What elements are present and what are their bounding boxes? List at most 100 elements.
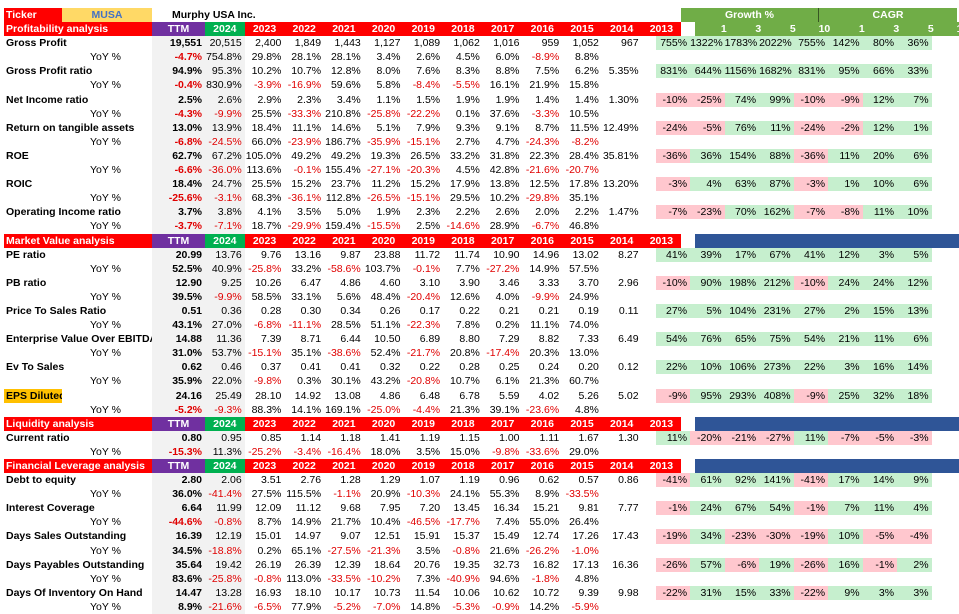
yoy-value: 65.1% [291,544,322,557]
yoy-value: -9.9% [205,289,245,304]
growth-value: -19% [655,529,691,544]
yoy-value: -9.8% [253,375,282,388]
yoy-label: YoY % [90,445,121,458]
cagr-value: 11% [828,148,863,164]
yoy-value: -41.4% [205,487,245,502]
yoy-value [602,50,642,64]
section-header: Financial Leverage analysis TTM 2024 2023 20… [4,459,959,474]
year-value: 4.86 [380,389,401,402]
year-value: 13.76 [205,247,245,262]
yoy-value: 68.3% [251,192,282,205]
yoy-value: 10.5% [569,107,599,120]
yoy-label: YoY % [90,403,121,416]
yoy-ttm-value: 31.0% [152,346,205,361]
year-value: 3.51 [260,474,282,487]
cagr-value: 9% [828,585,863,600]
year-value: 5.0% [336,206,361,219]
growth-value: 644% [690,64,725,79]
year-value: 11.72 [414,248,441,261]
yoy-value [602,374,642,388]
year-value: 3.8% [205,205,245,220]
year-header: 2013 [641,459,682,474]
cagr-value: 17% [828,473,863,488]
year-value: 33.2% [450,149,480,162]
cagr-value: 5% [897,247,932,262]
year-value: 32.73 [493,558,520,571]
cagr-value: 66% [862,64,898,79]
yoy-value: 77.9% [291,600,322,613]
metric-row: Days Payables Outstanding 35.64 19.42 26.19… [4,557,959,572]
growth-value: 11% [655,430,691,445]
yoy-value: 115.5% [286,488,322,501]
year-value: 17.8% [569,178,599,191]
yoy-value: 113.0% [286,572,322,585]
year-value: 7.77 [618,502,639,515]
yoy-value: -33.6% [525,445,560,458]
yoy-value: 0.1% [455,107,480,120]
yoy-value: -25.0% [367,403,401,416]
year-value: 3.10 [419,276,441,289]
cagr-value: -10% [793,275,829,290]
year-value: 49.2% [330,149,361,162]
yoy-value: -33.5% [327,572,361,585]
cagr-value: 20% [862,148,898,164]
yoy-value: 33.1% [291,290,322,303]
sheet-body: Profitability analysis TTM 2024 2023 2022 202… [4,22,959,614]
yoy-value: 4.8% [574,572,599,585]
yoy-ttm-value: -6.8% [152,134,205,149]
cagr-value: 831% [793,64,829,79]
year-value: 1.30 [618,431,639,444]
growth-value: 54% [759,501,794,516]
year-value: 11.5% [569,121,599,134]
yoy-label: YoY % [90,262,121,275]
yoy-value: -23.6% [525,403,560,416]
cagr-value: 10% [828,529,863,544]
metric-row: Net Income ratio 2.5% 2.6% 2.9% 2.3% 3.4% 1.1%… [4,92,959,107]
yoy-label: YoY % [90,375,121,388]
yoy-value: 66.0% [251,135,282,148]
growth-value: 1682% [759,64,794,79]
yoy-row: YoY % -44.6% -0.8% 8.7% 14.9% 21.7% 10.4% -46.5… [4,515,959,530]
year-value: 1.41 [380,431,401,444]
year-value: 31.8% [489,149,520,162]
year-header: 2023 [244,233,285,248]
cagr-value: 10% [897,205,932,220]
yoy-value: -23.9% [287,135,322,148]
yoy-label: YoY % [90,572,121,585]
year-value: 0.12 [618,361,639,374]
yoy-value: -46.5% [406,516,441,529]
yoy-ttm-value: -6.6% [152,163,205,178]
cagr-value: 54% [793,332,829,347]
yoy-value: 57.5% [569,262,599,275]
growth-header: Growth % [681,8,819,23]
yoy-value: 210.8% [325,107,361,120]
metric-label: ROIC [6,178,33,191]
yoy-value: 4.0% [495,290,520,303]
growth-value: 5% [690,303,725,319]
yoy-ttm-value: 36.0% [152,487,205,502]
ttm-header: TTM [152,416,205,431]
yoy-value: 94.6% [489,572,520,585]
yoy-value: 2.7% [455,135,480,148]
gap-cell [642,473,656,487]
year-value: 0.85 [260,431,282,444]
yoy-value: 169.1% [325,403,361,416]
year-value: 95.3% [205,64,245,79]
year-value: 22.3% [529,149,560,162]
year-value: 16.34 [493,502,520,515]
ttm-value: 13.0% [152,120,205,135]
section-title: Financial Leverage analysis [4,459,152,474]
yoy-ttm-value: -4.7% [152,50,205,65]
year-value: 19.42 [205,557,245,572]
yoy-value: 15.0% [450,445,480,458]
ticker-value[interactable]: MUSA [62,8,152,23]
metric-row: Gross Profit ratio 94.9% 95.3% 10.2% 10.7% 12… [4,64,959,79]
yoy-value: 33.2% [291,262,322,275]
yoy-value: -1.8% [531,572,560,585]
yoy-value: 51.1% [370,319,401,332]
yoy-value: 55.3% [489,488,520,501]
yoy-value: 74.0% [569,319,599,332]
growth-value: -21% [724,430,760,445]
yoy-value: 14.9% [291,516,322,529]
yoy-value: -27.1% [367,164,401,177]
